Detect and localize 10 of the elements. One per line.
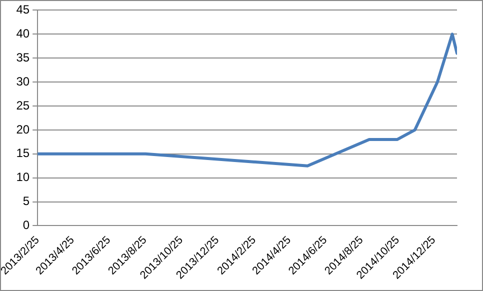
y-tick-label: 30 bbox=[16, 74, 30, 88]
y-tick-label: 5 bbox=[22, 194, 30, 208]
y-tick-label: 35 bbox=[16, 50, 30, 64]
y-tick-label: 0 bbox=[22, 218, 30, 232]
y-tick-label: 40 bbox=[16, 26, 30, 40]
y-tick-label: 25 bbox=[16, 98, 30, 112]
y-tick-label: 20 bbox=[16, 122, 30, 136]
y-tick-label: 10 bbox=[16, 170, 30, 184]
y-tick-label: 15 bbox=[16, 146, 30, 160]
y-tick-label: 45 bbox=[16, 2, 30, 17]
